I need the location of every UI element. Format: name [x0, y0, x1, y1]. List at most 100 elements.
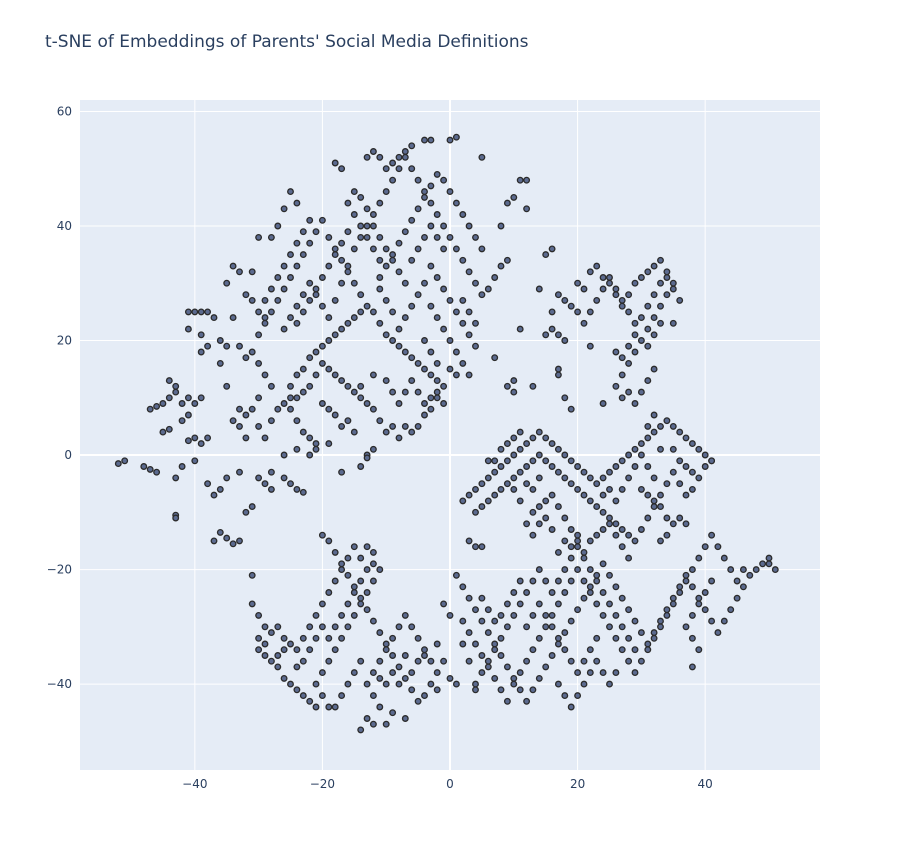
data-point [554, 445, 562, 453]
data-point [695, 646, 703, 654]
data-point [382, 646, 390, 654]
y-tick-label: −20 [47, 563, 72, 577]
data-point [191, 457, 199, 465]
data-point [395, 165, 403, 173]
data-point [701, 606, 709, 614]
data-point [618, 296, 626, 304]
data-point [644, 640, 652, 648]
data-point [612, 611, 620, 619]
data-point [306, 279, 314, 287]
data-point [261, 480, 269, 488]
data-point [695, 474, 703, 482]
data-point [255, 233, 263, 241]
data-point [631, 319, 639, 327]
data-point [695, 445, 703, 453]
data-point [606, 485, 613, 493]
data-point [318, 531, 326, 539]
data-point [363, 222, 371, 230]
data-point [401, 611, 409, 619]
data-point [548, 611, 556, 619]
data-point [318, 302, 326, 310]
data-point [542, 514, 550, 522]
data-point [567, 657, 575, 665]
data-point [606, 623, 613, 631]
data-point [625, 474, 633, 482]
data-point [261, 319, 269, 327]
data-point [395, 239, 403, 247]
data-point [618, 623, 626, 631]
data-point [599, 474, 607, 482]
data-point [312, 680, 320, 688]
data-point [765, 554, 773, 562]
data-point [401, 314, 409, 322]
data-point [625, 342, 633, 350]
data-point [318, 669, 326, 677]
data-point [676, 428, 684, 436]
data-point [586, 268, 594, 276]
data-point [478, 291, 486, 299]
data-point [223, 279, 231, 287]
data-point [255, 634, 263, 642]
data-point [478, 594, 486, 602]
data-point [523, 463, 531, 470]
data-point [529, 646, 537, 654]
data-point [650, 428, 658, 436]
data-point [210, 314, 218, 322]
data-point [433, 394, 441, 402]
data-point [331, 296, 339, 304]
data-point [478, 669, 486, 677]
data-point [427, 348, 435, 356]
data-point [280, 400, 288, 407]
data-point [535, 285, 543, 293]
data-point [223, 534, 231, 542]
data-point [682, 571, 690, 579]
data-point [440, 657, 448, 665]
data-point [714, 629, 722, 637]
data-point [369, 692, 377, 700]
data-point [427, 182, 435, 190]
data-point [548, 463, 556, 470]
data-point [421, 279, 428, 287]
data-point [535, 520, 543, 528]
data-point [363, 715, 371, 722]
data-point [421, 188, 428, 196]
data-point [529, 485, 537, 493]
data-point [172, 382, 180, 390]
data-point [459, 256, 467, 264]
data-point [676, 296, 684, 304]
data-point [331, 577, 339, 585]
data-point [255, 359, 263, 367]
data-point [465, 371, 473, 379]
data-point [280, 262, 288, 270]
data-point [369, 222, 377, 230]
data-point [408, 377, 416, 385]
data-point [210, 537, 218, 545]
data-point [280, 325, 288, 333]
data-point [561, 514, 569, 522]
data-point [593, 571, 601, 579]
data-point [618, 543, 626, 551]
data-point [586, 583, 594, 591]
data-point [465, 629, 473, 637]
data-point [618, 457, 626, 465]
data-point [306, 623, 314, 631]
data-point [325, 365, 333, 373]
data-point [714, 543, 722, 551]
data-point [491, 491, 499, 499]
data-point [338, 566, 346, 574]
data-point [325, 537, 333, 545]
data-point [484, 629, 492, 637]
data-point [389, 709, 397, 717]
data-point [229, 262, 237, 270]
data-point [382, 331, 390, 339]
data-point [280, 285, 288, 293]
data-point [510, 674, 518, 682]
data-point [395, 663, 403, 671]
data-point [172, 388, 180, 396]
data-point [338, 279, 346, 287]
data-point [242, 411, 250, 419]
data-point [293, 371, 301, 379]
data-point [433, 388, 441, 396]
data-point [484, 285, 492, 293]
data-point [414, 634, 422, 642]
